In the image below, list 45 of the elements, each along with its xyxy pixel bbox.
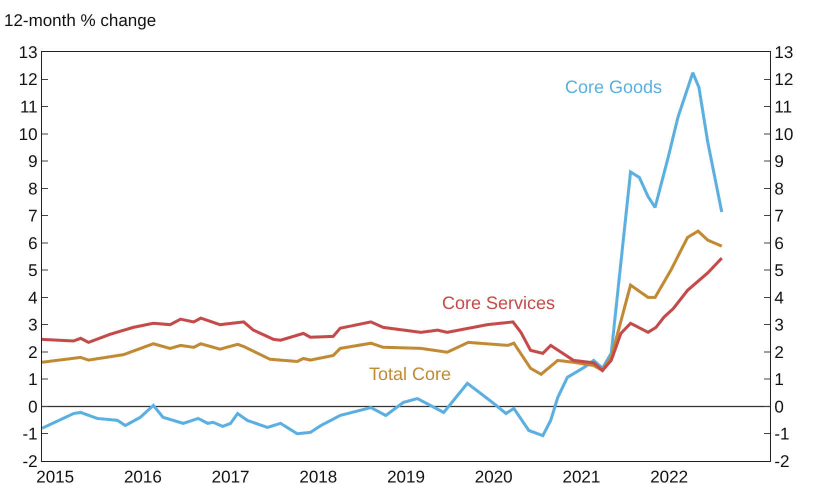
y2-tick-label: 3	[774, 316, 784, 335]
series-label: Total Core	[369, 364, 452, 384]
y2-tick-label: 5	[774, 261, 784, 280]
x-tick-label: 2020	[474, 467, 513, 486]
y2-tick-label: 0	[774, 397, 784, 416]
y-tick-label: 0	[28, 397, 38, 416]
y2-tick-label: 11	[774, 97, 792, 116]
y-tick-label: 12	[18, 70, 38, 90]
x-tick-label: 2018	[299, 467, 338, 486]
y2-tick-label: 2	[774, 342, 784, 362]
y-tick-label: 5	[28, 261, 38, 280]
y-tick-label: 9	[28, 152, 38, 172]
x-tick-label: 2022	[650, 467, 688, 486]
y2-tick-label: 13	[774, 42, 794, 62]
y-tick-label: 6	[28, 234, 38, 253]
y-tick-label: 4	[28, 288, 38, 308]
y2-tick-label: 6	[774, 234, 784, 253]
y-axis-title: 12-month % change	[4, 11, 156, 30]
y-tick-label: 11	[20, 97, 38, 116]
x-tick-label: 2015	[36, 467, 74, 486]
line-series	[42, 71, 724, 438]
series-label: Core Goods	[565, 77, 662, 97]
y-tick-label: -2	[22, 452, 38, 471]
y2-tick-label: 12	[774, 70, 794, 90]
y2-tick-label: 4	[774, 288, 784, 308]
y-tick-label: 2	[28, 342, 38, 362]
x-tick-label: 2016	[124, 467, 162, 486]
y2-tick-label: 7	[774, 206, 784, 226]
x-tick-label: 2019	[387, 467, 425, 486]
y-tick-label: 1	[28, 370, 38, 390]
y-tick-label: 8	[28, 179, 38, 198]
y-tick-label: -1	[22, 424, 38, 444]
y-tick-label: 10	[18, 124, 38, 144]
y-tick-label: 7	[28, 206, 38, 226]
x-tick-label: 2021	[562, 467, 600, 486]
y2-tick-label: 1	[774, 370, 784, 390]
y2-tick-label: -2	[774, 452, 790, 471]
y2-tick-label: -1	[774, 424, 790, 444]
y2-tick-label: 8	[774, 179, 784, 198]
y2-tick-label: 10	[774, 124, 794, 144]
y-tick-label: 13	[18, 42, 38, 62]
y-tick-label: 3	[28, 316, 38, 335]
series-label: Core Services	[442, 293, 556, 313]
x-tick-label: 2017	[212, 467, 250, 486]
y2-tick-label: 9	[774, 152, 784, 172]
